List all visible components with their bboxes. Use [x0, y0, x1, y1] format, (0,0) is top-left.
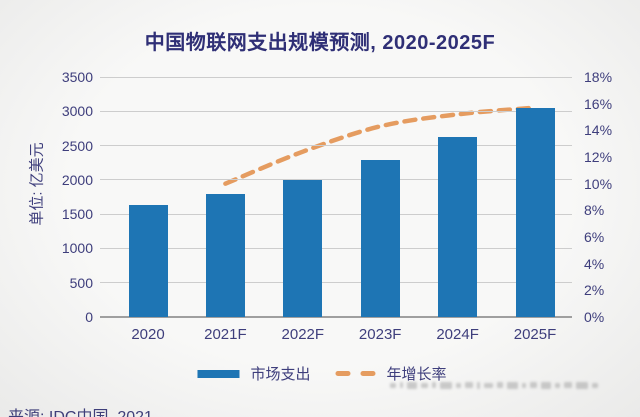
gridline-1000 [100, 247, 572, 249]
right-tick-16%: 16% [584, 95, 613, 112]
watermark-fragment [564, 382, 572, 388]
gridline-0 [100, 316, 572, 318]
x-label-2024F: 2024F [436, 326, 479, 343]
x-label-2025F: 2025F [513, 326, 557, 343]
right-tick-10%: 10% [584, 175, 613, 192]
right-tick-12%: 12% [584, 149, 613, 165]
bar-2021F [205, 194, 245, 317]
right-tick-2%: 2% [584, 282, 605, 299]
left-tick-2000: 2000 [61, 171, 93, 188]
gridline-500 [100, 282, 572, 284]
legend-line-label: 年增长率 [386, 366, 447, 383]
left-tick-1500: 1500 [61, 206, 93, 223]
right-tick-6%: 6% [584, 229, 605, 245]
right-tick-18%: 18% [584, 69, 613, 85]
legend: 市场支出 年增长率 [197, 363, 447, 384]
legend-dashed-line-swatch [335, 371, 376, 376]
left-tick-0: 0 [85, 309, 93, 325]
legend-bar-swatch [197, 369, 240, 378]
bar-2023F [360, 159, 400, 317]
watermark-fragment [592, 382, 598, 388]
watermark-fragment [497, 382, 503, 388]
growth-rate-line [223, 105, 538, 186]
left-tick-3000: 3000 [61, 103, 93, 120]
right-tick-14%: 14% [584, 122, 613, 139]
watermark-fragment [576, 381, 588, 389]
watermark-fragment [507, 381, 518, 389]
watermark-fragment [555, 382, 560, 388]
x-label-2023F: 2023F [358, 326, 402, 343]
right-tick-0%: 0% [584, 309, 605, 325]
bar-2022F [283, 179, 323, 317]
watermark-fragment [522, 382, 526, 388]
x-label-2020: 2020 [131, 326, 165, 343]
gridline-1500 [100, 213, 572, 215]
gridline-3000 [100, 110, 572, 112]
x-label-2022F: 2022F [281, 326, 325, 343]
chart-title: 中国物联网支出规模预测, 2020-2025F [144, 32, 496, 54]
left-tick-500: 500 [69, 274, 93, 291]
right-tick-8%: 8% [584, 202, 605, 219]
watermark-fragment [456, 382, 461, 388]
bar-2024F [438, 136, 478, 317]
watermark-fragment [541, 381, 551, 389]
left-tick-1000: 1000 [61, 240, 93, 257]
watermark-fragment [477, 381, 480, 389]
watermark-fragment [465, 382, 473, 388]
legend-bar-label: 市场支出 [250, 366, 311, 383]
watermark-fragment [484, 382, 493, 388]
right-tick-4%: 4% [584, 255, 605, 272]
bar-2020 [128, 205, 168, 317]
growth-rate-dashed-path [223, 105, 538, 186]
gridline-3500 [100, 76, 572, 78]
plot-area [100, 76, 572, 318]
bar-2025F [515, 107, 555, 317]
left-tick-2500: 2500 [61, 137, 93, 154]
watermark-fragment [530, 382, 537, 388]
gridline-2000 [100, 179, 572, 181]
gridline-2500 [100, 145, 572, 147]
x-label-2021F: 2021F [204, 326, 247, 343]
source-note: 来源: IDC中国, 2021 [8, 403, 153, 417]
left-tick-3500: 3500 [61, 69, 93, 85]
